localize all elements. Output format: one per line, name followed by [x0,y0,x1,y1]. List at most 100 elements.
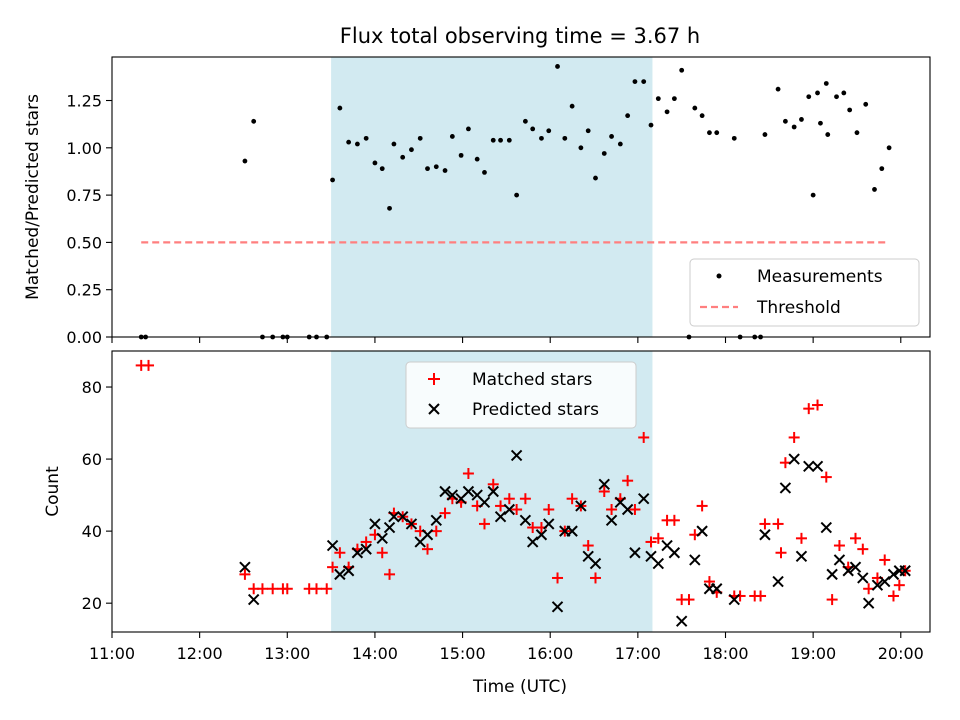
predicted-stars-point [421,529,434,541]
predicted-stars-point [342,565,355,577]
measurement-point [825,132,831,137]
x-tick-label: 11:00 [89,644,135,663]
measurement-point [679,67,685,73]
predicted-stars-point [510,449,523,462]
matched-stars-point [321,583,333,595]
ratio-axes: 0.00 0.25 0.50 0.75 1.00 1.25 [66,56,931,347]
predicted-stars-point [351,547,364,559]
measurement-point [482,170,487,175]
predicted-stars-point [605,514,618,527]
matched-stars-point [887,590,899,602]
predicted-stars-point [795,550,808,563]
legend-matched-label: Matched stars [472,370,592,390]
axes-frame [111,350,931,633]
predicted-stars-point [360,543,372,555]
measurement-point [449,134,455,139]
ratio-legend-box [689,258,920,327]
measurement-point [799,117,804,122]
matched-stars-point [543,504,555,516]
predicted-stars-point [487,485,499,498]
measurement-point [242,158,248,164]
matched-stars-point [755,590,767,602]
y-tick-label: 60 [82,450,102,469]
x-tick-label: 18:00 [702,644,748,663]
measurement-point [578,145,584,151]
measurement-point [863,101,869,107]
predicted-stars-point [376,532,388,545]
measurement-point [775,86,781,92]
predicted-stars-point [566,525,578,537]
y-tick-label: 40 [82,522,102,541]
matched-stars-point [772,518,784,530]
measurement-point [815,90,820,96]
matched-stars-point [376,547,388,559]
predicted-stars-point [326,539,339,552]
matched-stars-point [857,543,869,555]
measurement-point [522,118,528,124]
chart-title: Flux total observing time = 3.67 h [340,24,700,48]
matched-stars-point [582,540,594,552]
measurement-point [791,124,797,130]
legend-measurements-label: Measurements [757,267,883,287]
predicted-stars-point [842,565,854,577]
matched-stars-point [360,536,372,548]
matched-stars-point [519,493,531,505]
predicted-stars-point [668,547,681,559]
measurement-point [632,79,638,84]
legend-measurements-marker [716,273,722,279]
measurement-point [425,166,430,172]
predicted-stars-point [728,593,740,606]
predicted-stars-point [383,521,396,534]
measurement-point [699,113,705,119]
x-tick-label: 12:00 [177,644,223,663]
measurement-point [655,96,661,102]
matched-stars-point [879,554,891,566]
predicted-stars-point [871,579,884,591]
matched-stars-point [311,583,322,595]
measurement-point [337,105,343,111]
measurement-point [498,137,503,143]
measurement-point [530,126,536,132]
matched-stars-point [759,518,771,530]
y-tick-label: 0.00 [66,328,102,347]
predicted-stars-point [826,568,838,581]
measurement-point [346,139,352,145]
count-legend-box [405,361,637,429]
measurement-point [251,118,257,124]
matched-stars-point [384,568,396,580]
matched-stars-point [327,561,339,573]
predicted-stars-point [879,575,891,588]
y-tick-label: 20 [82,594,102,613]
measurement-point [458,152,464,158]
ratio-panel: 0.00 0.25 0.50 0.75 1.00 1.25 Matched/Predict… [23,56,931,347]
matched-stars-point [779,457,791,469]
matched-stars-point [734,590,746,602]
predicted-stars-point [396,511,409,523]
predicted-stars-point [637,492,650,505]
predicted-stars-point [589,557,602,570]
legend-predicted-marker [428,403,440,415]
x-tick-label: 13:00 [264,644,310,663]
matched-stars-point [703,576,715,588]
matched-stars-point [552,572,564,584]
predicted-stars-point [239,561,251,573]
matched-stars-point [334,547,346,559]
matched-stars-point [495,500,507,512]
predicted-stars-point [369,518,381,530]
predicted-stars-point [519,514,532,527]
predicted-stars-point [689,554,701,566]
matched-stars-point [850,532,862,544]
count-y-axis-label: Count [43,466,63,517]
predicted-stars-point [543,518,555,530]
measurement-point [506,137,512,143]
matched-stars-point [775,547,787,559]
predicted-stars-point [462,485,475,498]
matched-stars-point [652,532,664,544]
measurement-point [363,135,369,141]
measurement-point [625,113,631,119]
count-panel: 20 40 60 80 11:00 12:00 13:00 14:00 15:00 16:00 17… [43,350,931,697]
measurement-point [841,90,847,96]
measurement-point [707,130,712,136]
predicted-stars-point [711,583,723,595]
